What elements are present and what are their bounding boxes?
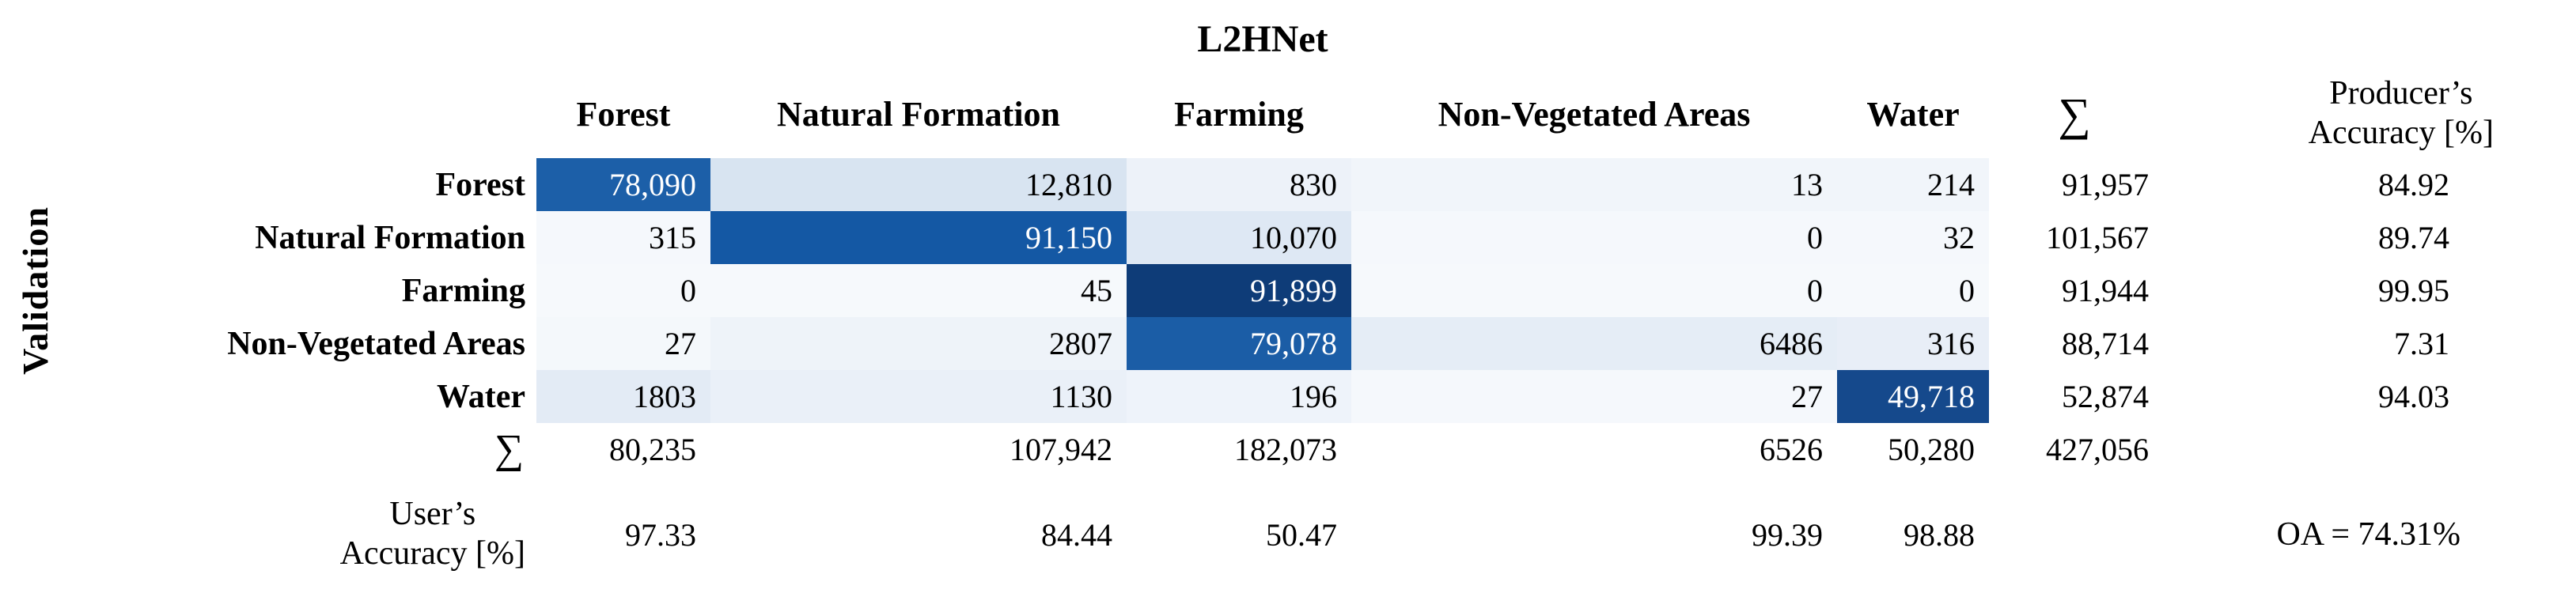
matrix-cell: 315 bbox=[536, 211, 710, 264]
row-sum-value: 88,714 bbox=[2062, 326, 2149, 361]
row-sum-value: 52,874 bbox=[2062, 379, 2149, 414]
col-header-producers-accuracy: Producer’s Accuracy [%] bbox=[2160, 70, 2576, 158]
table-row-non-vegetated-areas: Non-Vegetated Areas 27 2807 79,078 6486 … bbox=[0, 317, 2576, 370]
spacer bbox=[1989, 8, 2160, 70]
matrix-cell: 2807 bbox=[710, 317, 1127, 370]
row-label-farming: Farming bbox=[401, 272, 525, 309]
matrix-cell: 78,090 bbox=[536, 158, 710, 211]
row-label-users-accuracy: User’s Accuracy [%] bbox=[0, 475, 536, 594]
col-sum-value: 80,235 bbox=[609, 431, 696, 467]
table-row-natural-formation: Natural Formation 315 91,150 10,070 0 32… bbox=[0, 211, 2576, 264]
spacer bbox=[1989, 475, 2160, 594]
users-accuracy-value: 84.44 bbox=[1041, 516, 1112, 553]
matrix-cell: 0 bbox=[1837, 264, 1989, 317]
users-accuracy-label-line1: User’s bbox=[389, 496, 476, 533]
col-header-forest: Forest bbox=[576, 94, 671, 134]
matrix-cell: 316 bbox=[1837, 317, 1989, 370]
matrix-cell: 12,810 bbox=[710, 158, 1127, 211]
row-label-forest: Forest bbox=[435, 166, 525, 203]
row-label-natural-formation: Natural Formation bbox=[255, 219, 525, 256]
producers-accuracy-header-stack: Producer’s Accuracy [%] bbox=[2309, 74, 2494, 153]
col-header-natural-formation: Natural Formation bbox=[776, 94, 1061, 134]
matrix-cell: 13 bbox=[1351, 158, 1837, 211]
matrix-cell: 6486 bbox=[1351, 317, 1837, 370]
spacer bbox=[0, 8, 536, 70]
producers-accuracy-header-line2: Accuracy [%] bbox=[2308, 115, 2494, 151]
matrix-cell: 32 bbox=[1837, 211, 1989, 264]
column-header-row: Forest Natural Formation Farming Non-Veg… bbox=[0, 70, 2576, 158]
matrix-cell: 1803 bbox=[536, 370, 710, 423]
matrix-cell: 1130 bbox=[710, 370, 1127, 423]
title-row: L2HNet bbox=[0, 8, 2576, 70]
users-accuracy-label-line2: Accuracy [%] bbox=[339, 535, 525, 572]
matrix-cell: 79,078 bbox=[1127, 317, 1351, 370]
overall-accuracy-value: OA = 74.31% bbox=[2276, 516, 2460, 553]
producers-accuracy-value: 84.92 bbox=[2378, 167, 2449, 202]
spacer bbox=[2160, 8, 2576, 70]
row-label-non-vegetated-areas: Non-Vegetated Areas bbox=[227, 325, 525, 362]
col-header-non-vegetated-areas: Non-Vegetated Areas bbox=[1438, 94, 1751, 134]
producers-accuracy-header-line1: Producer’s bbox=[2329, 75, 2473, 112]
users-accuracy-label-stack: User’s Accuracy [%] bbox=[340, 495, 525, 573]
matrix-cell: 49,718 bbox=[1837, 370, 1989, 423]
grand-total-value: 427,056 bbox=[2046, 431, 2149, 467]
chart-title: L2HNet bbox=[1197, 17, 1328, 60]
matrix-cell: 196 bbox=[1127, 370, 1351, 423]
spacer bbox=[2160, 423, 2576, 475]
matrix-cell: 91,150 bbox=[710, 211, 1127, 264]
matrix-cell: 0 bbox=[536, 264, 710, 317]
users-accuracy-value: 97.33 bbox=[625, 516, 696, 553]
users-accuracy-value: 99.39 bbox=[1752, 516, 1823, 553]
row-sum-value: 91,944 bbox=[2062, 273, 2149, 308]
matrix-cell: 0 bbox=[1351, 264, 1837, 317]
col-header-farming: Farming bbox=[1174, 94, 1304, 134]
matrix-cell: 27 bbox=[536, 317, 710, 370]
row-label-water: Water bbox=[437, 378, 525, 415]
matrix-cell: 214 bbox=[1837, 158, 1989, 211]
row-sum-value: 101,567 bbox=[2046, 220, 2149, 255]
producers-accuracy-value: 89.74 bbox=[2378, 220, 2449, 255]
table-row-column-sums: ∑ 80,235 107,942 182,073 6526 50,280 427… bbox=[0, 423, 2576, 475]
users-accuracy-value: 98.88 bbox=[1904, 516, 1975, 553]
confusion-matrix-table: L2HNet Forest Natural Formation Farming … bbox=[0, 8, 2576, 594]
col-sum-value: 107,942 bbox=[1010, 431, 1112, 467]
table-row-forest: Forest 78,090 12,810 830 13 214 91,957 8… bbox=[0, 158, 2576, 211]
matrix-cell: 45 bbox=[710, 264, 1127, 317]
producers-accuracy-value: 99.95 bbox=[2378, 273, 2449, 308]
col-sum-value: 6526 bbox=[1760, 431, 1823, 467]
spacer bbox=[0, 70, 536, 158]
matrix-cell: 830 bbox=[1127, 158, 1351, 211]
users-accuracy-value: 50.47 bbox=[1266, 516, 1337, 553]
col-sum-value: 182,073 bbox=[1234, 431, 1337, 467]
col-header-water: Water bbox=[1866, 94, 1960, 134]
row-sum-value: 91,957 bbox=[2062, 167, 2149, 202]
row-label-sum: ∑ bbox=[494, 426, 524, 472]
col-header-sum: ∑ bbox=[2058, 88, 2091, 140]
table-row-users-accuracy: User’s Accuracy [%] 97.33 84.44 50.47 99… bbox=[0, 475, 2576, 594]
matrix-cell: 10,070 bbox=[1127, 211, 1351, 264]
table-row-water: Water 1803 1130 196 27 49,718 52,874 94.… bbox=[0, 370, 2576, 423]
matrix-cell: 27 bbox=[1351, 370, 1837, 423]
producers-accuracy-value: 7.31 bbox=[2394, 326, 2449, 361]
table-row-farming: Farming 0 45 91,899 0 0 91,944 99.95 bbox=[0, 264, 2576, 317]
matrix-cell: 91,899 bbox=[1127, 264, 1351, 317]
producers-accuracy-value: 94.03 bbox=[2378, 379, 2449, 414]
col-sum-value: 50,280 bbox=[1888, 431, 1975, 467]
matrix-cell: 0 bbox=[1351, 211, 1837, 264]
